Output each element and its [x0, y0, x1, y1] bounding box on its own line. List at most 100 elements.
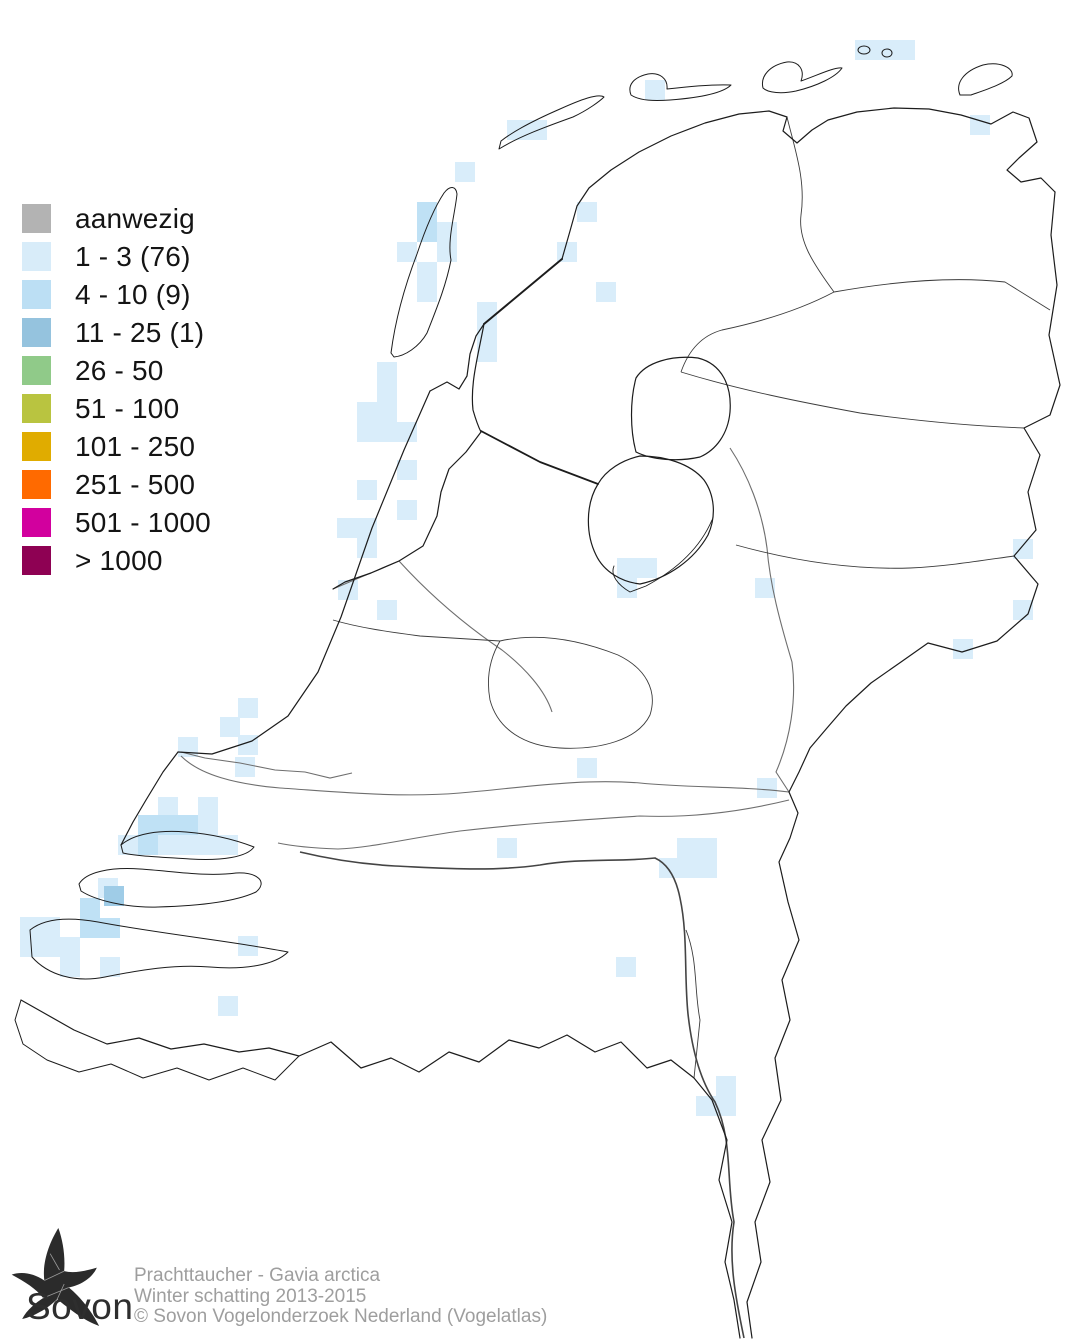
legend-row: aanwezig	[22, 202, 211, 234]
legend-row: 4 - 10 (9)	[22, 278, 211, 310]
coast-voorne	[120, 751, 179, 846]
legend-row: > 1000	[22, 545, 211, 576]
grid-cell-c1	[377, 382, 397, 402]
grid-cell-c1	[357, 538, 377, 558]
grid-cell-c1	[679, 858, 699, 878]
nieuwe-waterweg	[180, 751, 353, 779]
grid-cell-c1	[238, 698, 258, 718]
rivers-layer	[180, 447, 795, 1339]
grid-cell-c1	[357, 518, 377, 538]
polder-flevoland	[587, 455, 714, 585]
legend-swatch	[22, 204, 51, 233]
grid-cell-c1	[377, 402, 397, 422]
grid-cell-c1	[357, 402, 377, 422]
grid-cell-c1	[218, 835, 238, 855]
border-friesland-groningen	[786, 116, 835, 293]
island-ameland	[761, 61, 843, 94]
coast-markermeer-west	[332, 323, 485, 590]
grid-cell-c1	[477, 302, 497, 322]
grid-cell-c1	[417, 282, 437, 302]
grid-cell-c1	[235, 757, 255, 777]
grid-cell-c2	[417, 222, 437, 242]
grid-cell-c1	[659, 858, 679, 878]
map-credits: Prachttaucher - Gavia arctica Winter sch…	[134, 1265, 548, 1328]
grid-cell-c1	[337, 518, 357, 538]
grid-cell-c1	[557, 242, 577, 262]
legend-label: aanwezig	[75, 202, 195, 234]
grid-cell-c1	[198, 835, 218, 855]
grid-cell-c1	[617, 558, 637, 578]
grid-cell-c1	[437, 222, 457, 242]
sovon-wordmark: Sovon	[26, 1286, 134, 1327]
legend-row: 26 - 50	[22, 355, 211, 386]
grid-cell-c2	[138, 815, 158, 835]
legend-row: 501 - 1000	[22, 507, 211, 538]
grid-cell-c2	[100, 918, 120, 938]
border-utrecht	[488, 636, 653, 749]
grid-cell-c1	[220, 717, 240, 737]
grid-cell-c1	[397, 500, 417, 520]
grid-cell-c1	[875, 40, 895, 60]
grid-cell-c1	[1013, 539, 1033, 559]
legend-swatch	[22, 280, 51, 309]
map-legend: aanwezig 1 - 3 (76) 4 - 10 (9) 11 - 25 (1) 2…	[22, 202, 211, 584]
houtribdijk	[480, 430, 599, 485]
grid-cell-c1	[697, 838, 717, 858]
grid-cell-c1	[757, 778, 777, 798]
grid-cell-c1	[158, 797, 178, 817]
grid-cell-c1	[238, 936, 258, 956]
grid-cell-c1	[198, 797, 218, 817]
grid-cell-c1	[677, 838, 697, 858]
border-germany-east	[746, 191, 1061, 1339]
border-groningen-drenthe	[833, 279, 1051, 311]
grid-cell-c1	[178, 835, 198, 855]
river-waal	[277, 799, 790, 850]
grid-cell-c1	[377, 422, 397, 442]
island-terschelling	[629, 73, 732, 101]
polder-noordoostpolder	[630, 356, 731, 461]
grid-cell-c1	[357, 422, 377, 442]
veluwemeer	[612, 519, 713, 593]
grid-cell-c2	[80, 918, 100, 938]
copyright-line: © Sovon Vogelonderzoek Nederland (Vogela…	[134, 1306, 548, 1327]
legend-swatch	[22, 470, 51, 499]
island-texel	[390, 187, 458, 358]
grid-cell-c1	[477, 342, 497, 362]
legend-label: 251 - 500	[75, 468, 196, 500]
grid-cell-c1	[596, 282, 616, 302]
grid-cell-c1	[577, 758, 597, 778]
coast-friesland-groningen	[561, 107, 1056, 260]
grid-cell-c1	[158, 835, 178, 855]
grid-cell-c1	[1013, 600, 1033, 620]
island-rottumerplaat	[857, 45, 871, 55]
grid-cell-c1	[497, 838, 517, 858]
grid-cell-c1	[100, 957, 120, 977]
grid-cell-c2	[158, 815, 178, 835]
sovon-logo	[11, 1228, 100, 1326]
legend-swatch	[22, 356, 51, 385]
legend-label: 11 - 25 (1)	[75, 316, 205, 348]
grid-cell-c2	[138, 835, 158, 855]
border-nh-zh	[332, 619, 501, 642]
grid-cell-c1	[697, 858, 717, 878]
coastline-layer	[14, 45, 1061, 1339]
legend-label: 4 - 10 (9)	[75, 278, 191, 310]
border-overijssel-gelderland	[735, 544, 1015, 569]
legend-swatch	[22, 394, 51, 423]
grid-cell-c1	[60, 937, 80, 957]
legend-row: 1 - 3 (76)	[22, 241, 211, 272]
island-schiermonnikoog	[958, 63, 1013, 96]
island-goeree	[120, 830, 255, 860]
grid-cell-c1	[455, 162, 475, 182]
grid-cell-c1	[20, 937, 40, 957]
grid-cell-c1	[218, 996, 238, 1016]
grid-cell-c1	[577, 202, 597, 222]
grid-cell-c1	[397, 460, 417, 480]
grid-cell-c1	[60, 957, 80, 977]
province-borders-layer	[332, 116, 1051, 1079]
grid-cell-c1	[377, 600, 397, 620]
survey-period: Winter schatting 2013-2015	[134, 1285, 367, 1307]
legend-label: 51 - 100	[75, 392, 180, 424]
coast-noordholland-west	[177, 390, 431, 755]
